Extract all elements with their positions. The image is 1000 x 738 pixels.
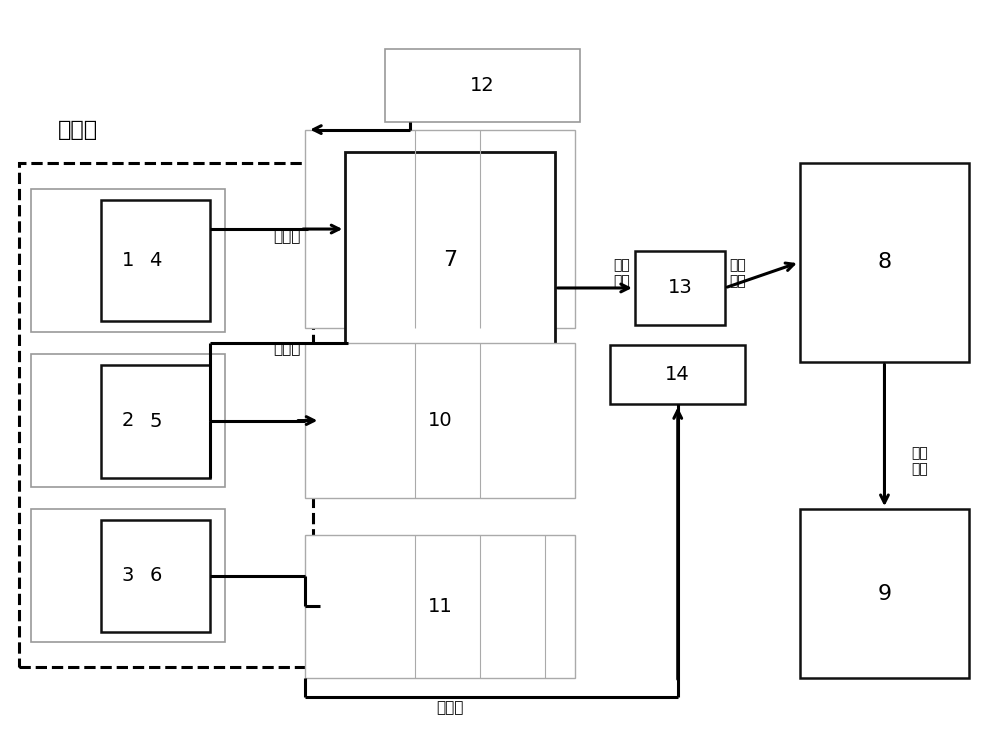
- Text: 1: 1: [122, 251, 134, 270]
- Text: 硬管线: 硬管线: [436, 700, 464, 715]
- Text: 8: 8: [877, 252, 892, 272]
- Bar: [101, 520, 210, 632]
- Bar: [305, 535, 575, 678]
- Text: 高压
管汇: 高压 管汇: [911, 446, 928, 476]
- Text: 软管线: 软管线: [273, 229, 300, 244]
- Bar: [635, 251, 725, 325]
- Text: 软管线: 软管线: [273, 341, 300, 356]
- Bar: [31, 188, 225, 332]
- Text: 9: 9: [877, 584, 892, 604]
- Bar: [31, 509, 225, 641]
- Bar: [800, 163, 969, 362]
- Bar: [101, 365, 210, 478]
- Bar: [800, 509, 969, 678]
- Text: 10: 10: [428, 411, 452, 430]
- Bar: [31, 354, 225, 487]
- Bar: [610, 345, 745, 404]
- Text: 供液
出口: 供液 出口: [613, 258, 630, 289]
- Text: 低压
管汇: 低压 管汇: [730, 258, 746, 289]
- Bar: [305, 130, 575, 328]
- Text: 12: 12: [470, 76, 495, 95]
- Text: 11: 11: [428, 597, 452, 616]
- Bar: [101, 199, 210, 321]
- Bar: [345, 152, 555, 369]
- Text: 6: 6: [149, 567, 162, 585]
- Bar: [305, 343, 575, 498]
- Bar: [385, 49, 580, 123]
- Text: 7: 7: [443, 250, 457, 270]
- Text: 2: 2: [122, 411, 134, 430]
- Text: 5: 5: [149, 412, 162, 431]
- Text: 14: 14: [665, 365, 690, 384]
- Text: 3: 3: [122, 566, 134, 584]
- Text: 13: 13: [667, 278, 692, 297]
- Text: 4: 4: [149, 251, 162, 270]
- Text: 安全区: 安全区: [58, 120, 98, 139]
- Bar: [19, 163, 313, 667]
